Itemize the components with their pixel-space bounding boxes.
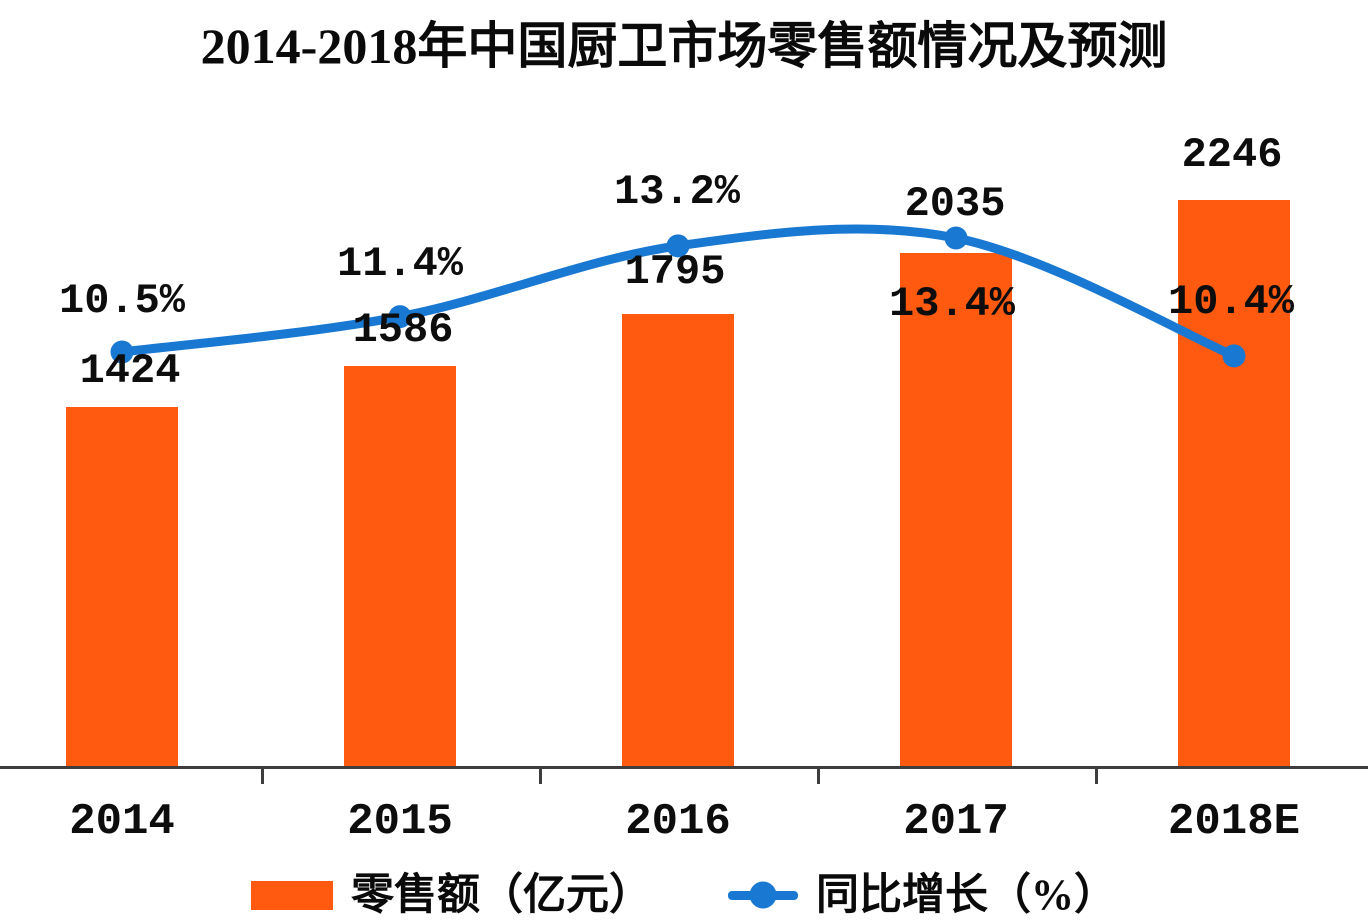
legend-bar-swatch-icon: [251, 880, 333, 910]
x-axis-tick: [261, 769, 264, 784]
x-axis-tick: [817, 769, 820, 784]
legend-line-marker-icon: [749, 881, 777, 909]
growth-value-label-2017: 13.4%: [888, 280, 1016, 328]
growth-value-label-2016: 13.2%: [613, 168, 741, 216]
bar-2014: [66, 407, 178, 766]
bar-value-label-2015: 1586: [352, 306, 454, 354]
growth-value-label-2018E: 10.4%: [1167, 278, 1295, 326]
x-axis-tick: [1095, 769, 1098, 784]
bar-2016: [622, 313, 734, 766]
x-axis-label-2017: 2017: [903, 797, 1009, 847]
line-marker-2017: [944, 226, 968, 250]
x-axis-label-2015: 2015: [347, 797, 453, 847]
bar-value-label-2016: 1795: [624, 248, 726, 296]
bar-value-label-2014: 1424: [79, 347, 181, 395]
legend-line-swatch-icon: [728, 881, 798, 909]
bar-value-label-2018E: 2246: [1181, 131, 1283, 179]
x-axis-label-2016: 2016: [625, 797, 731, 847]
x-axis-tick: [539, 769, 542, 784]
growth-value-label-2014: 10.5%: [58, 277, 186, 325]
x-axis-label-2018E: 2018E: [1167, 797, 1301, 847]
legend-line-label: 同比增长（%）: [816, 871, 1117, 919]
bar-value-label-2017: 2035: [904, 180, 1006, 228]
bar-2015: [344, 366, 456, 766]
x-axis-line: [0, 766, 1368, 769]
x-axis-label-2014: 2014: [69, 797, 175, 847]
legend-bar-label: 零售额（亿元）: [351, 871, 652, 919]
legend: 零售额（亿元） 同比增长（%）: [0, 868, 1368, 922]
bar-2017: [900, 253, 1012, 766]
chart-title: 2014-2018年中国厨卫市场零售额情况及预测: [200, 18, 1168, 74]
growth-value-label-2015: 11.4%: [336, 240, 464, 288]
